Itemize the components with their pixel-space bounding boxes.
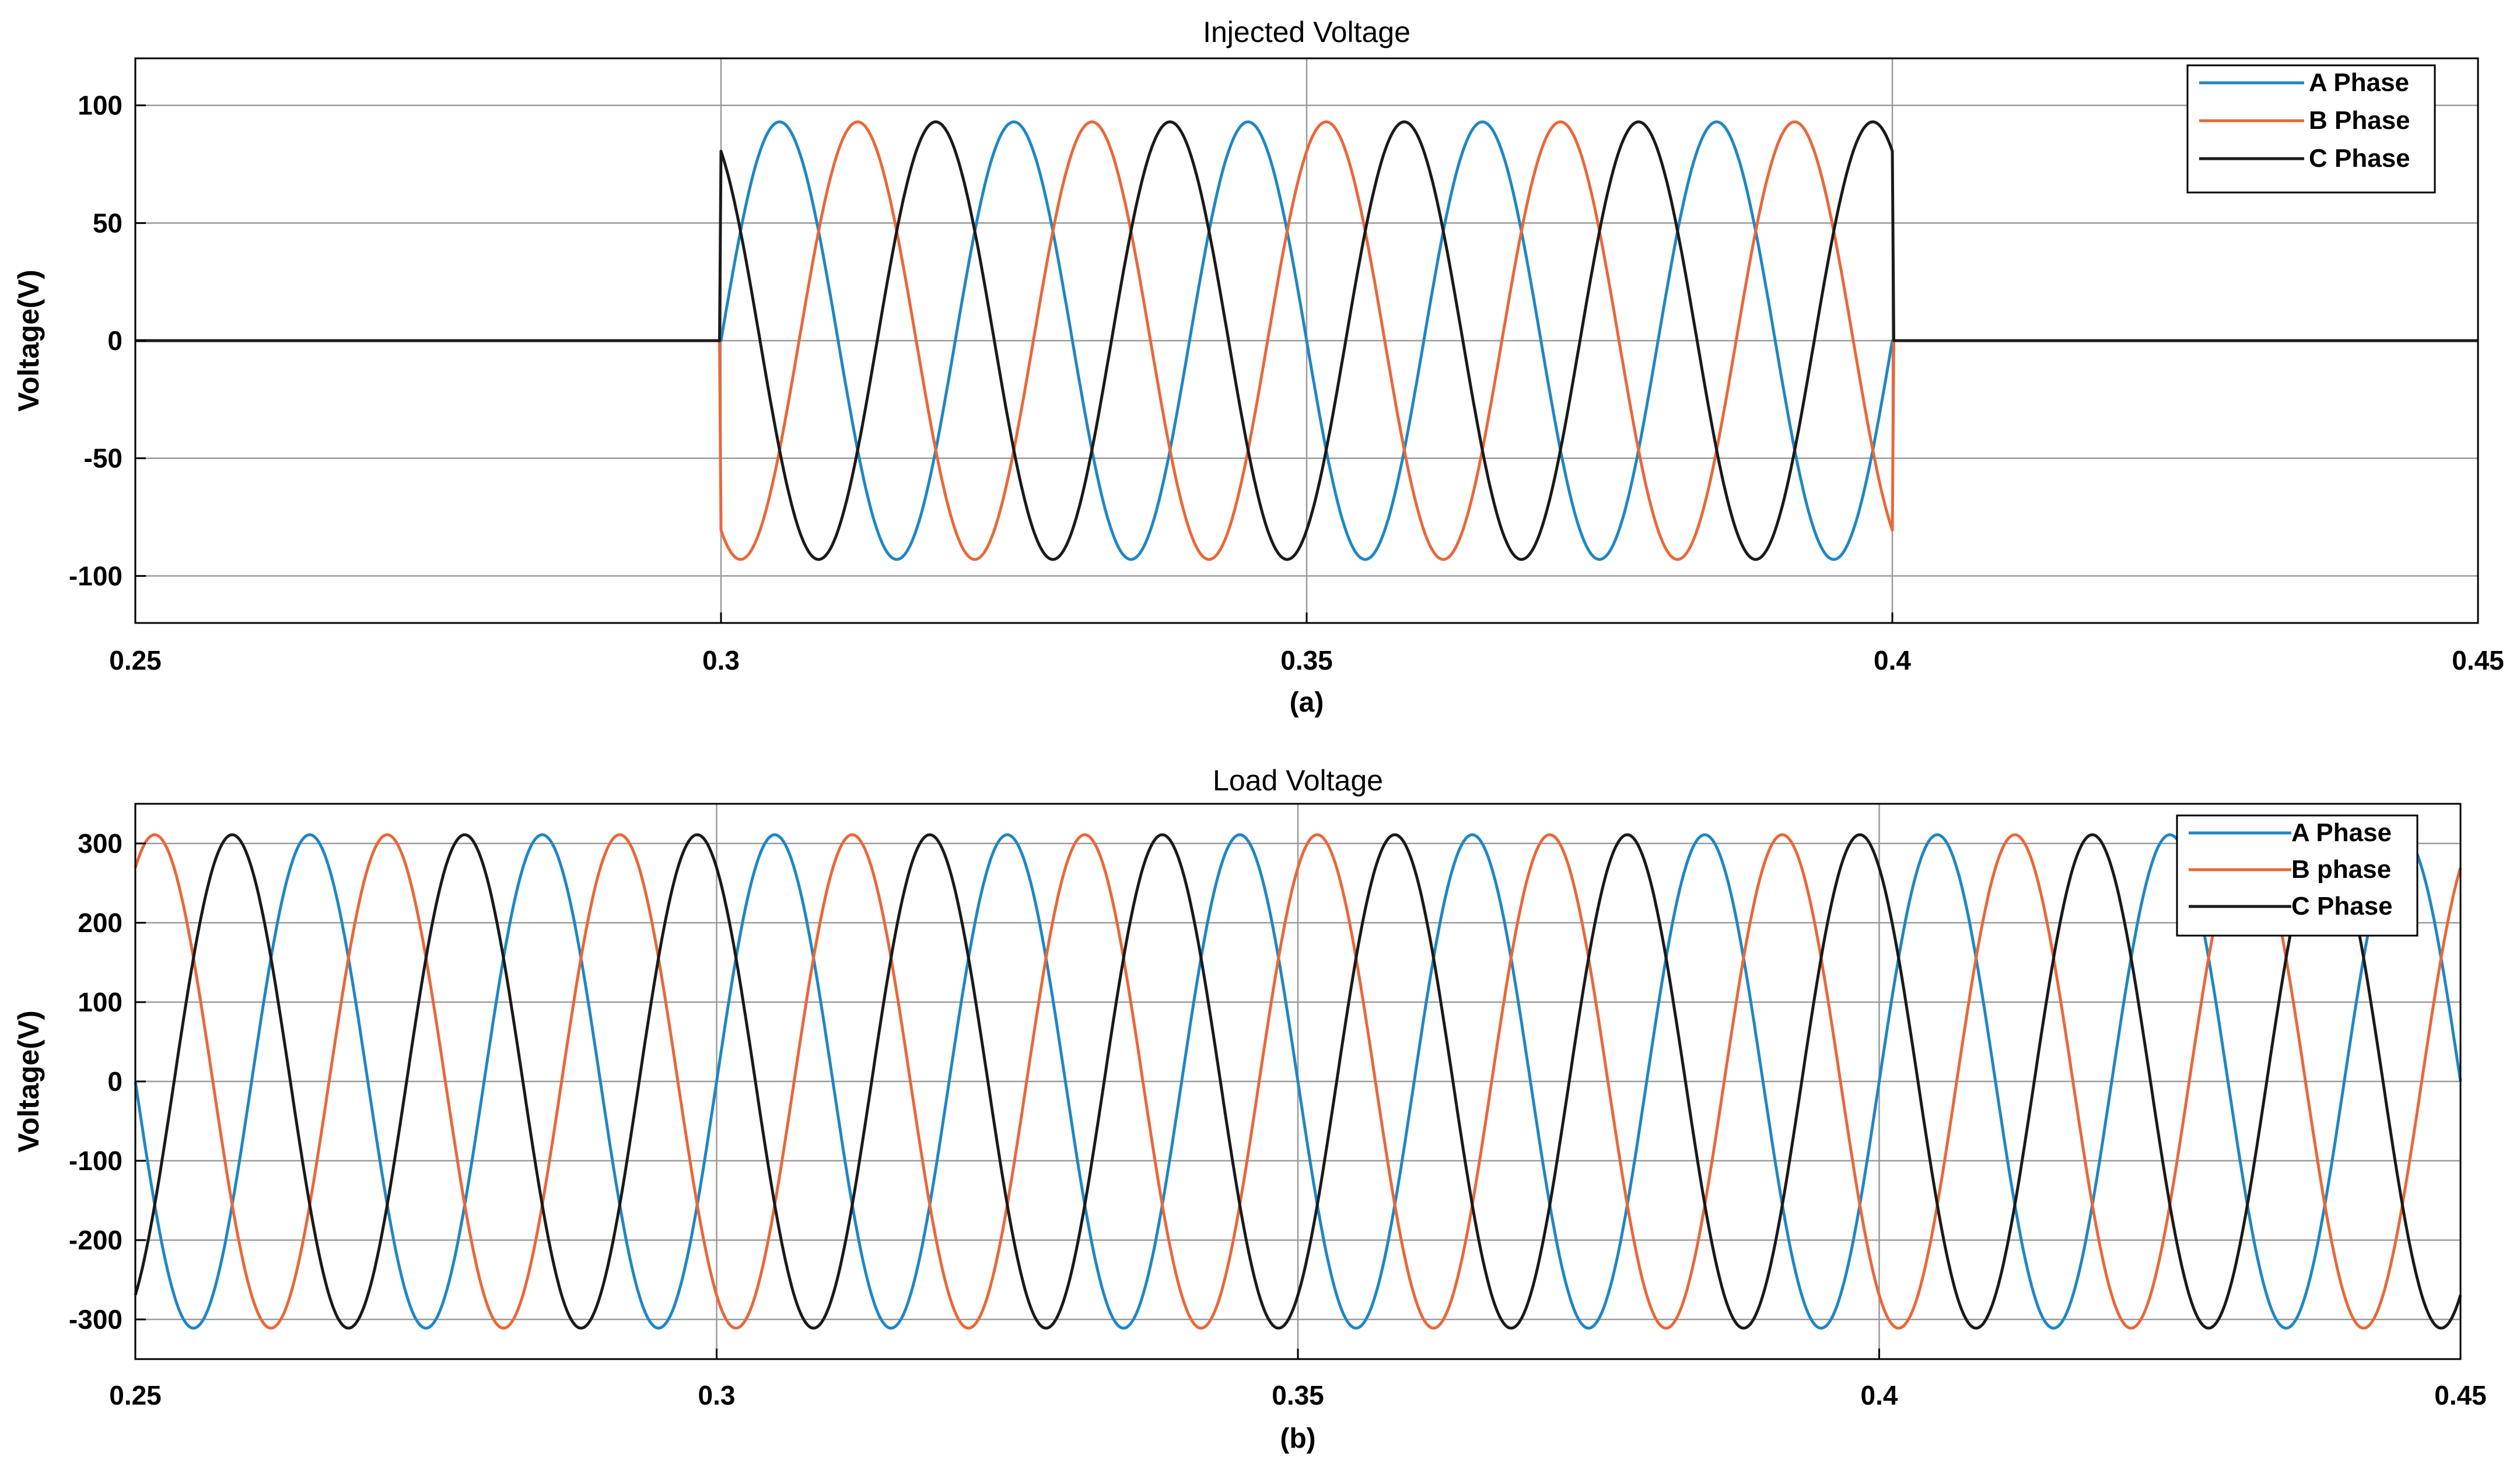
y-tick-label: -100 — [69, 1146, 123, 1176]
legend-box — [2176, 814, 2418, 937]
legend-label: C Phase — [2291, 892, 2393, 920]
x-tick-label: 0.35 — [1280, 645, 1333, 675]
legend-label: A Phase — [2309, 68, 2409, 97]
y-tick-label: -300 — [69, 1304, 123, 1335]
series-line-3 — [134, 833, 2462, 1330]
y-tick-label: -100 — [69, 561, 123, 591]
series-line-3 — [135, 120, 2478, 561]
x-tick-label: 0.4 — [1861, 1380, 1898, 1410]
y-tick-label: 100 — [78, 90, 123, 121]
chart-title: Load Voltage — [1213, 764, 1383, 797]
legend-box — [2186, 64, 2436, 194]
y-tick-label: 50 — [93, 208, 123, 238]
x-tick-label: 0.3 — [698, 1380, 736, 1410]
panel-caption: (b) — [1280, 1423, 1315, 1454]
legend-label: A Phase — [2291, 818, 2392, 847]
legend-label: B Phase — [2309, 106, 2410, 135]
legend-label: C Phase — [2309, 144, 2410, 173]
y-tick-label: 0 — [107, 1066, 123, 1097]
legend-label: B phase — [2291, 855, 2391, 884]
x-tick-label: 0.4 — [1874, 645, 1911, 675]
legend: A Phase B phase C Phase — [2176, 814, 2418, 937]
chart-panel-1: 0.25 0.3 0.35 0.4 0.45 100 50 0 -50 -100 Injected … — [12, 16, 2504, 718]
legend: A Phase B Phase C Phase — [2186, 64, 2436, 194]
x-tick-label: 0.45 — [2452, 645, 2504, 675]
y-axis-label: Voltage(V) — [12, 1010, 45, 1153]
x-tick-label: 0.25 — [109, 645, 162, 675]
chart-title: Injected Voltage — [1203, 16, 1410, 48]
series-line-2 — [134, 833, 2462, 1330]
x-tick-label: 0.25 — [109, 1380, 162, 1410]
y-axis-label: Voltage(V) — [12, 269, 45, 412]
y-tick-label: 300 — [78, 828, 123, 859]
chart-panel-2: 0.25 0.3 0.35 0.4 0.45 300 200 100 0 -100 -200 -300… — [12, 764, 2487, 1454]
y-tick-label: 200 — [78, 908, 123, 938]
series-line-1 — [134, 833, 2462, 1330]
y-tick-label: 100 — [78, 987, 123, 1017]
panel-caption: (a) — [1290, 687, 1324, 718]
x-tick-label: 0.45 — [2434, 1380, 2487, 1410]
x-tick-label: 0.3 — [702, 645, 740, 675]
y-tick-label: 0 — [107, 325, 123, 356]
x-tick-label: 0.35 — [1272, 1380, 1324, 1410]
y-tick-label: -200 — [69, 1225, 123, 1255]
y-tick-label: -50 — [84, 443, 123, 474]
